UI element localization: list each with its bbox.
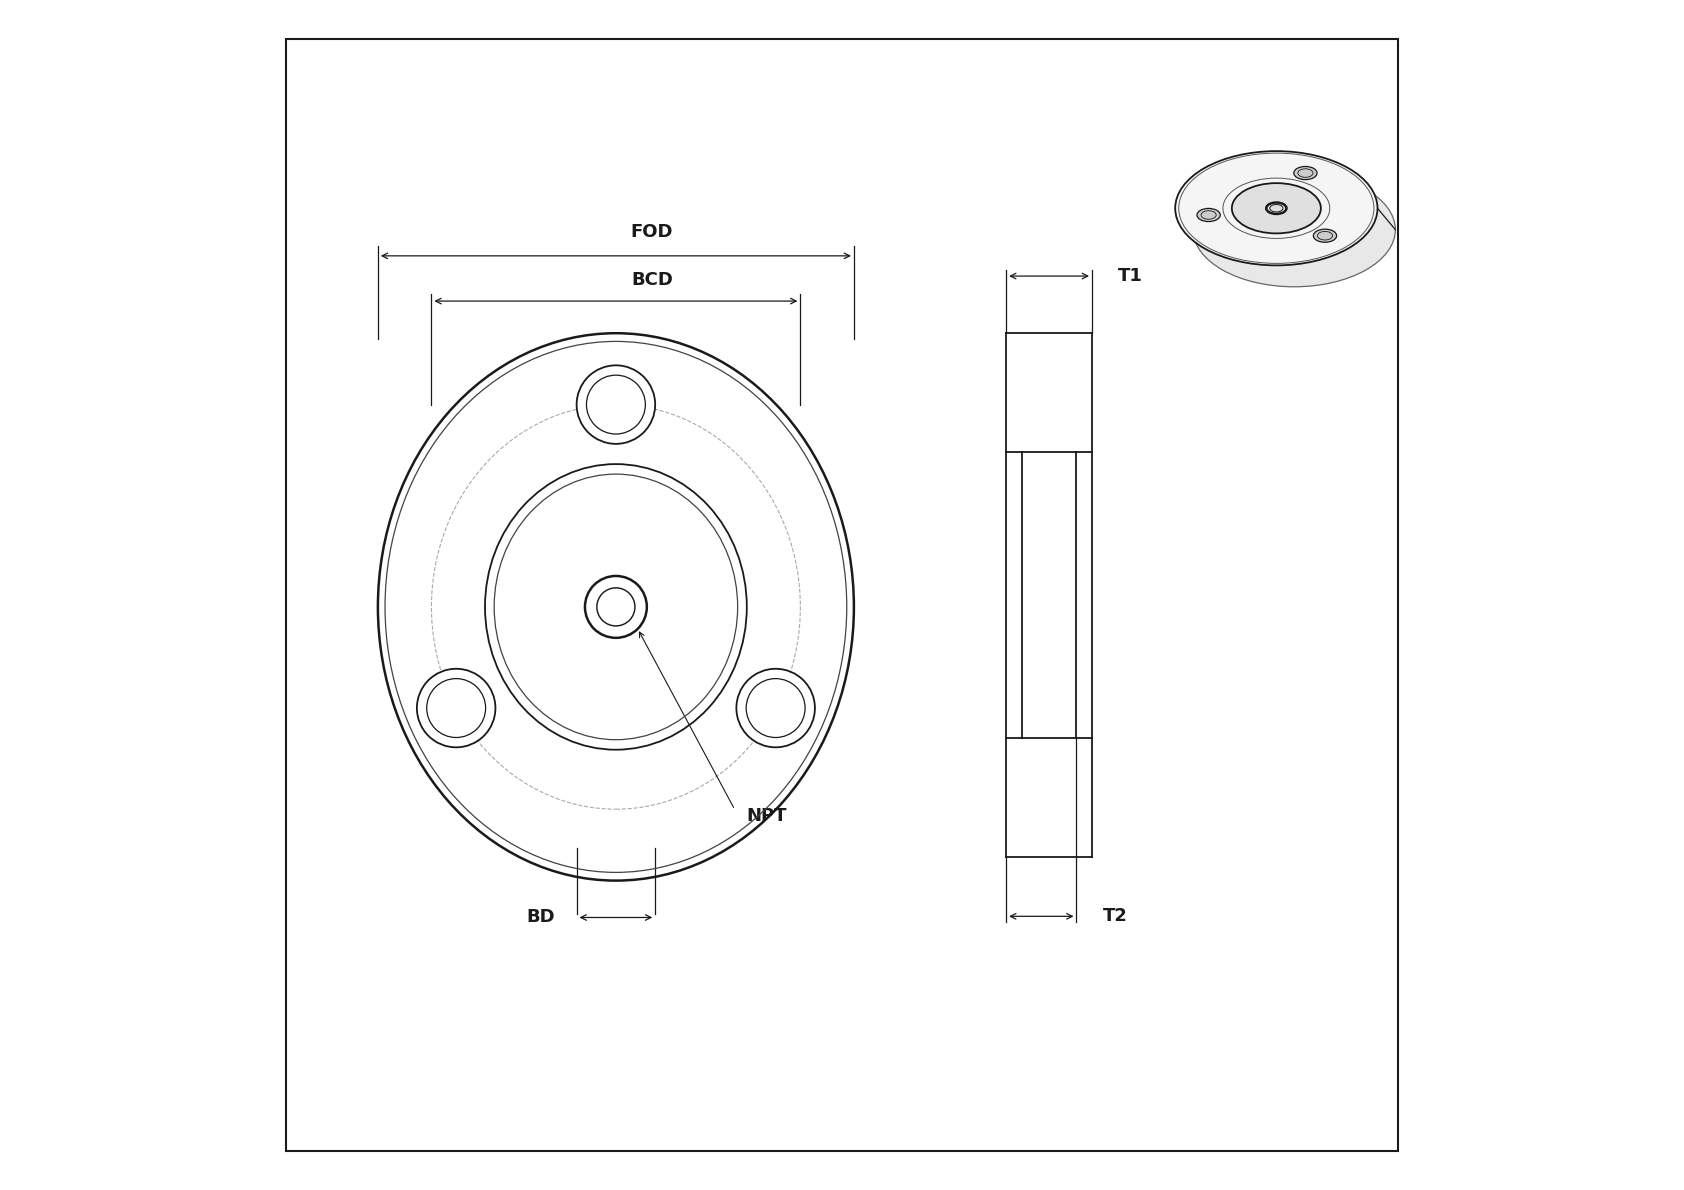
Text: FOD: FOD: [630, 223, 674, 242]
Text: BD: BD: [527, 908, 556, 927]
Text: T1: T1: [1118, 267, 1143, 286]
Ellipse shape: [1175, 151, 1378, 265]
Text: T2: T2: [1103, 907, 1128, 926]
Ellipse shape: [576, 365, 655, 444]
Text: NPT: NPT: [746, 807, 788, 825]
Ellipse shape: [736, 669, 815, 747]
Text: BCD: BCD: [632, 270, 674, 289]
Ellipse shape: [1197, 208, 1221, 221]
Ellipse shape: [1231, 183, 1320, 233]
Ellipse shape: [418, 669, 495, 747]
Ellipse shape: [1293, 167, 1317, 180]
Ellipse shape: [1192, 173, 1396, 287]
Ellipse shape: [1314, 230, 1337, 243]
